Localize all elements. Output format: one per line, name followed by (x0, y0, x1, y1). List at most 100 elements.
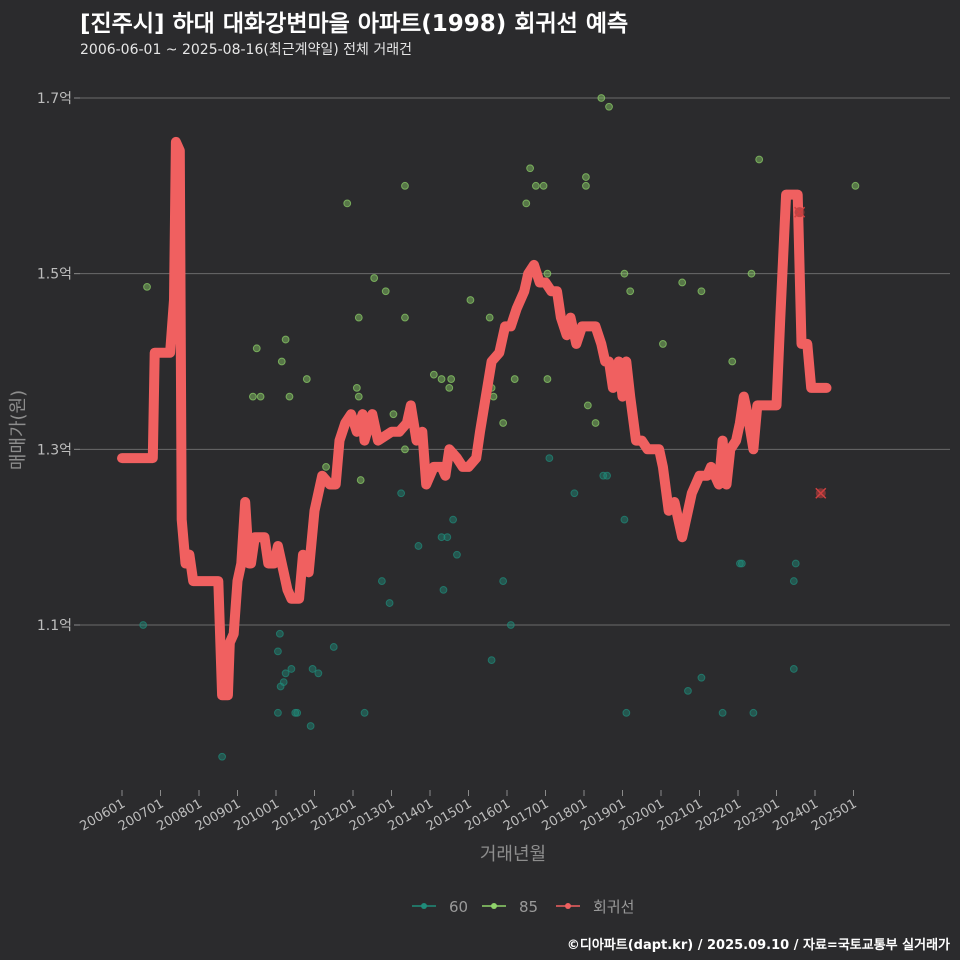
y-ticks: 1.1억 1.3억 1.5억 1.7억 (37, 91, 72, 634)
data-point-60 (314, 669, 323, 678)
data-point-85 (728, 357, 737, 366)
y-tick-label: 1.5억 (37, 267, 72, 283)
data-point-60 (684, 686, 692, 695)
data-point-85 (352, 383, 361, 392)
data-point-60 (545, 454, 554, 463)
outlier-markers (794, 206, 827, 499)
data-point-60 (437, 533, 446, 542)
outlier-cross (794, 206, 806, 218)
data-point-85 (354, 392, 363, 401)
data-point-60 (274, 708, 282, 717)
data-point-60 (275, 629, 284, 638)
data-point-85 (626, 287, 635, 296)
legend-swatch-dot (565, 903, 571, 909)
data-point-60 (287, 665, 296, 673)
legend-swatch-dot (491, 903, 497, 909)
data-point-85 (583, 401, 592, 410)
chart-title: [진주시] 하대 대화강변마을 아파트(1998) 회귀선 예측 (80, 11, 629, 37)
data-point-60 (279, 678, 288, 686)
data-point-85 (510, 375, 519, 383)
data-point-85 (526, 164, 534, 173)
data-point-60 (506, 621, 515, 629)
data-point-85 (429, 370, 438, 379)
data-point-85 (543, 269, 552, 278)
data-point-60 (218, 752, 227, 761)
data-point-85 (485, 313, 494, 322)
legend-label: 60 (449, 898, 468, 916)
data-point-85 (281, 335, 290, 344)
data-point-60 (789, 665, 798, 673)
data-point-85 (591, 419, 600, 427)
data-point-85 (354, 313, 363, 322)
legend-label: 85 (519, 898, 538, 916)
data-point-60 (603, 471, 611, 480)
data-point-85 (285, 392, 294, 401)
legend-label: 회귀선 (593, 898, 634, 916)
data-point-85 (249, 392, 257, 401)
data-point-85 (851, 181, 860, 190)
data-point-60 (329, 643, 338, 651)
data-point-60 (570, 489, 579, 498)
data-point-60 (414, 542, 423, 550)
data-point-85 (605, 102, 613, 111)
data-point-60 (360, 708, 369, 717)
data-point-85 (447, 375, 456, 383)
x-ticks: 2006012007012008012009012010012011012012… (78, 790, 860, 834)
data-point-85 (678, 278, 687, 287)
regression-line (117, 136, 832, 701)
data-point-85 (597, 94, 606, 102)
data-point-60 (737, 559, 746, 568)
legend: 60 85 회귀선 (412, 898, 634, 916)
scatter-points (139, 94, 860, 761)
data-point-85 (747, 269, 756, 278)
data-point-85 (659, 340, 667, 348)
data-point-60 (281, 669, 290, 678)
data-point-85 (445, 383, 454, 392)
data-point-85 (277, 357, 286, 366)
data-point-85 (620, 269, 629, 278)
x-axis-title: 거래년월 (480, 844, 546, 865)
data-point-60 (487, 656, 496, 665)
y-axis-title: 매매가(원) (8, 390, 29, 470)
data-point-85 (401, 445, 409, 454)
data-point-85 (543, 375, 552, 383)
chart-subtitle: 2006-06-01 ~ 2025-08-16(최근계약일) 전체 거래건 (80, 42, 412, 58)
data-point-85 (389, 410, 398, 419)
data-point-85 (302, 375, 311, 383)
data-point-85 (582, 181, 590, 190)
data-point-60 (749, 708, 758, 717)
data-point-85 (582, 173, 590, 181)
data-point-85 (466, 296, 475, 304)
data-point-60 (291, 708, 300, 717)
data-point-60 (449, 515, 458, 524)
data-point-60 (397, 489, 406, 498)
data-point-85 (401, 181, 409, 190)
data-point-85 (499, 419, 508, 427)
data-point-60 (789, 577, 798, 585)
credit-footer: ©디아파트(dapt.kr) / 2025.09.10 / 자료=국토교통부 실… (566, 938, 950, 953)
data-point-85 (437, 375, 446, 383)
data-point-85 (531, 181, 540, 190)
data-point-60 (736, 559, 744, 568)
data-point-60 (293, 708, 302, 717)
data-point-85 (539, 181, 548, 190)
data-point-85 (343, 199, 352, 208)
outlier-cross (815, 487, 827, 499)
data-point-85 (252, 344, 261, 353)
data-point-85 (356, 476, 365, 484)
data-point-60 (791, 559, 800, 568)
y-tick-label: 1.3억 (37, 442, 72, 458)
data-point-60 (453, 550, 461, 559)
legend-swatch-dot (421, 903, 427, 909)
data-point-85 (370, 274, 379, 282)
data-point-60 (306, 722, 315, 730)
data-point-85 (322, 463, 330, 471)
data-point-85 (401, 313, 409, 322)
data-point-60 (385, 599, 394, 607)
y-grid (74, 97, 950, 626)
data-point-85 (143, 282, 151, 291)
data-point-60 (443, 533, 452, 542)
y-tick-label: 1.1억 (37, 618, 72, 634)
data-point-60 (718, 708, 727, 717)
